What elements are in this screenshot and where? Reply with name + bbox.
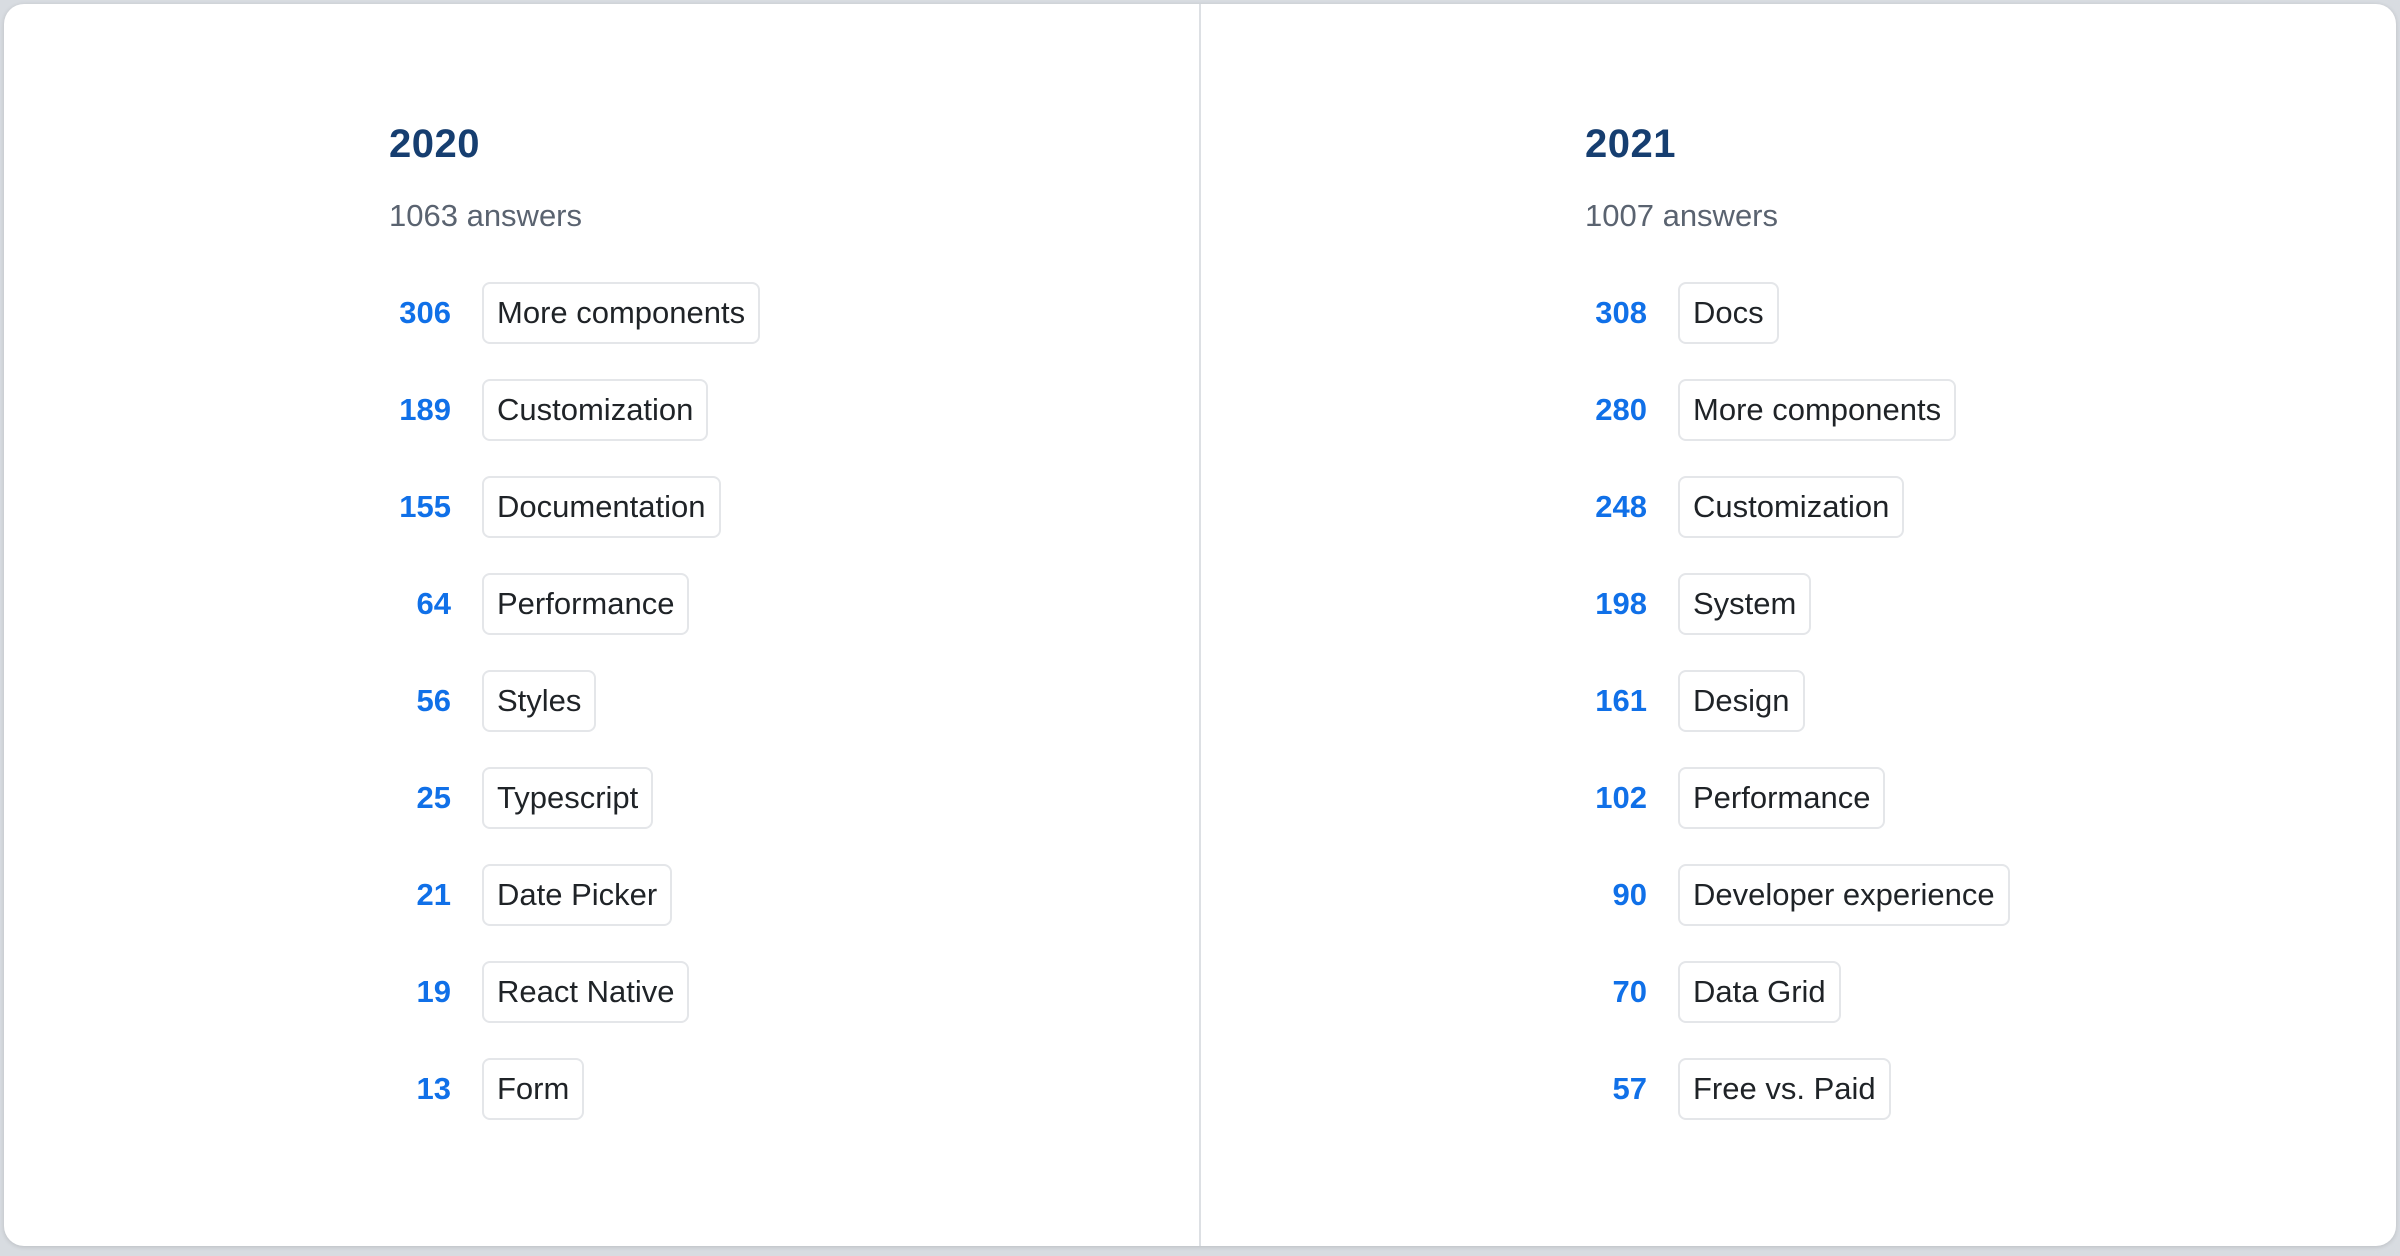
answer-count: 161 — [1595, 683, 1647, 718]
answer-count: 13 — [416, 1071, 451, 1106]
year-heading-2020: 2020 — [389, 122, 480, 166]
answer-row: 25 Typescript — [389, 767, 1200, 829]
survey-comparison-card: 2020 1063 answers 306 More components 189 C… — [4, 4, 2396, 1246]
answer-chip: Free vs. Paid — [1678, 1058, 1891, 1120]
answer-row: 189 Customization — [389, 379, 1200, 441]
answer-row: 198 System — [1585, 573, 2396, 635]
answer-count: 155 — [399, 489, 451, 524]
answer-count: 70 — [1612, 974, 1647, 1009]
answer-chip: Customization — [1678, 476, 1905, 538]
answer-row: 70 Data Grid — [1585, 961, 2396, 1023]
answer-row: 248 Customization — [1585, 476, 2396, 538]
answer-chip: Customization — [482, 379, 709, 441]
answer-chip: Documentation — [482, 476, 721, 538]
answer-row: 155 Documentation — [389, 476, 1200, 538]
answers-list-2021: 308 Docs 280 More components 248 Customizatio… — [1585, 282, 2396, 1120]
answer-chip: Performance — [1678, 767, 1886, 829]
answer-count: 308 — [1595, 295, 1647, 330]
answer-count: 189 — [399, 392, 451, 427]
answer-chip: Data Grid — [1678, 961, 1841, 1023]
answer-chip: Performance — [482, 573, 690, 635]
answer-row: 102 Performance — [1585, 767, 2396, 829]
answer-count: 248 — [1595, 489, 1647, 524]
answers-list-2020: 306 More components 189 Customization 155 Doc… — [389, 282, 1200, 1120]
year-column-2020: 2020 1063 answers 306 More components 189 C… — [4, 4, 1200, 1246]
answer-row: 90 Developer experience — [1585, 864, 2396, 926]
answer-count: 57 — [1612, 1071, 1647, 1106]
answers-count-2021: 1007 answers — [1585, 198, 1779, 233]
answer-row: 280 More components — [1585, 379, 2396, 441]
answer-row: 306 More components — [389, 282, 1200, 344]
answer-row: 308 Docs — [1585, 282, 2396, 344]
answer-chip: More components — [1678, 379, 1957, 441]
answer-chip: Date Picker — [482, 864, 673, 926]
answer-count: 102 — [1595, 780, 1647, 815]
answer-row: 57 Free vs. Paid — [1585, 1058, 2396, 1120]
year-heading-2021: 2021 — [1585, 122, 1676, 166]
answer-chip: Styles — [482, 670, 597, 732]
answer-row: 19 React Native — [389, 961, 1200, 1023]
answer-count: 198 — [1595, 586, 1647, 621]
answer-chip: More components — [482, 282, 761, 344]
answer-count: 56 — [416, 683, 451, 718]
answer-count: 306 — [399, 295, 451, 330]
column-divider — [1199, 4, 1201, 1246]
answer-chip: Typescript — [482, 767, 654, 829]
answer-chip: React Native — [482, 961, 690, 1023]
answer-row: 21 Date Picker — [389, 864, 1200, 926]
answer-count: 90 — [1612, 877, 1647, 912]
answer-count: 280 — [1595, 392, 1647, 427]
answer-count: 64 — [416, 586, 451, 621]
answers-count-2020: 1063 answers — [389, 198, 583, 233]
answer-row: 56 Styles — [389, 670, 1200, 732]
answer-row: 161 Design — [1585, 670, 2396, 732]
answer-chip: System — [1678, 573, 1812, 635]
answer-row: 64 Performance — [389, 573, 1200, 635]
answer-chip: Design — [1678, 670, 1805, 732]
answer-count: 19 — [416, 974, 451, 1009]
answer-chip: Docs — [1678, 282, 1779, 344]
answer-chip: Form — [482, 1058, 585, 1120]
answer-count: 21 — [416, 877, 451, 912]
answer-row: 13 Form — [389, 1058, 1200, 1120]
answer-chip: Developer experience — [1678, 864, 2010, 926]
answer-count: 25 — [416, 780, 451, 815]
year-column-2021: 2021 1007 answers 308 Docs 280 More compone… — [1200, 4, 2396, 1246]
